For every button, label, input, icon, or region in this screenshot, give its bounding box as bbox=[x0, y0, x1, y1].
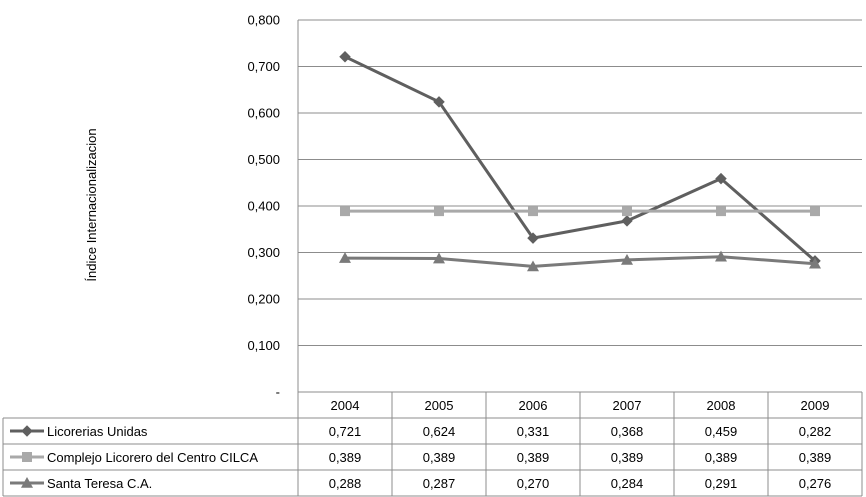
data-point bbox=[340, 206, 350, 217]
y-tick-label: 0,700 bbox=[247, 59, 280, 74]
table-cell-value: 0,389 bbox=[517, 450, 550, 465]
table-cell-value: 0,287 bbox=[423, 476, 456, 491]
series-3 bbox=[339, 250, 821, 272]
y-tick-label: 0,300 bbox=[247, 245, 280, 260]
x-category-label: 2005 bbox=[425, 398, 454, 413]
table-cell-value: 0,368 bbox=[611, 424, 644, 439]
y-axis-tick-labels: - 0,100 0,200 0,300 0,400 0,500 0,600 0,700 0,80… bbox=[247, 13, 280, 400]
data-point bbox=[433, 252, 445, 264]
data-point bbox=[434, 206, 444, 217]
table-cell-value: 0,389 bbox=[799, 450, 832, 465]
legend-label: Complejo Licorero del Centro CILCA bbox=[47, 450, 258, 465]
series-1 bbox=[339, 50, 821, 267]
data-point bbox=[810, 206, 820, 217]
data-point bbox=[621, 215, 633, 227]
data-point bbox=[716, 206, 726, 217]
y-tick-label: 0,100 bbox=[247, 338, 280, 353]
table-cell-value: 0,276 bbox=[799, 476, 832, 491]
table-cell-value: 0,284 bbox=[611, 476, 644, 491]
data-point bbox=[433, 96, 445, 108]
data-point bbox=[715, 172, 727, 185]
table-cell-value: 0,721 bbox=[329, 424, 362, 439]
table-cell-value: 0,389 bbox=[611, 450, 644, 465]
table-cell-value: 0,282 bbox=[799, 424, 832, 439]
table-cell-value: 0,459 bbox=[705, 424, 738, 439]
table-cell-value: 0,389 bbox=[329, 450, 362, 465]
data-point bbox=[621, 253, 633, 265]
y-tick-label: - bbox=[276, 385, 280, 400]
table-cell-value: 0,389 bbox=[423, 450, 456, 465]
x-category-label: 2004 bbox=[331, 398, 360, 413]
data-table: 2004 2005 2006 2007 2008 2009 Licorerias Unida… bbox=[2, 391, 863, 497]
series-2 bbox=[340, 206, 820, 217]
data-point bbox=[339, 252, 351, 263]
y-tick-label: 0,400 bbox=[247, 199, 280, 214]
legend-marker bbox=[22, 452, 32, 462]
table-cell-value: 0,291 bbox=[705, 476, 738, 491]
data-point bbox=[528, 206, 538, 217]
table-cell-value: 0,389 bbox=[705, 450, 738, 465]
legend-marker bbox=[21, 425, 33, 437]
gridlines bbox=[297, 19, 862, 392]
table-cell-value: 0,624 bbox=[423, 424, 456, 439]
y-tick-label: 0,200 bbox=[247, 292, 280, 307]
data-point bbox=[809, 257, 821, 269]
x-category-label: 2008 bbox=[707, 398, 736, 413]
x-category-label: 2007 bbox=[613, 398, 642, 413]
series-line bbox=[344, 55, 816, 263]
data-point bbox=[622, 206, 632, 217]
series-lines bbox=[339, 50, 821, 272]
series-line bbox=[344, 255, 816, 268]
table-cell-value: 0,331 bbox=[517, 424, 550, 439]
legend-label: Santa Teresa C.A. bbox=[47, 476, 152, 491]
data-point bbox=[527, 260, 539, 272]
data-point bbox=[339, 50, 351, 63]
x-category-label: 2009 bbox=[801, 398, 830, 413]
table-cell-value: 0,270 bbox=[517, 476, 550, 491]
legend-label: Licorerias Unidas bbox=[47, 424, 148, 439]
data-point bbox=[715, 250, 727, 262]
x-category-label: 2006 bbox=[519, 398, 548, 413]
y-tick-label: 0,500 bbox=[247, 152, 280, 167]
y-tick-label: 0,800 bbox=[247, 13, 280, 28]
y-axis-label: Índice Internacionalizacion bbox=[84, 128, 99, 281]
legend-marker bbox=[21, 477, 33, 488]
data-point bbox=[527, 232, 539, 244]
y-tick-label: 0,600 bbox=[247, 106, 280, 121]
table-cell-value: 0,288 bbox=[329, 476, 362, 491]
